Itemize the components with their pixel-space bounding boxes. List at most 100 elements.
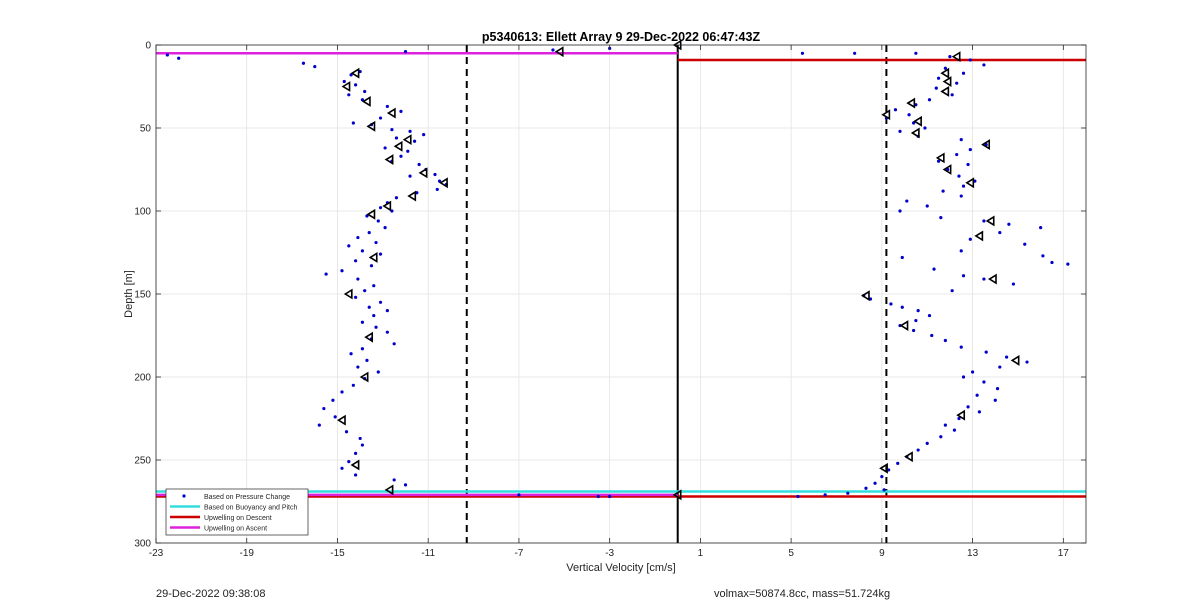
data-point (955, 152, 959, 157)
data-point (378, 300, 383, 304)
y-tick-label: 100 (134, 207, 151, 218)
data-point (927, 98, 932, 102)
data-point (905, 199, 909, 203)
data-point (399, 109, 403, 113)
data-point (333, 415, 337, 419)
triangle-marker (913, 115, 922, 127)
data-point (934, 86, 938, 90)
triangle-marker (393, 140, 403, 152)
y-tick-label: 150 (134, 290, 151, 301)
data-point (165, 53, 169, 57)
data-point (912, 121, 916, 125)
x-axis-label: Vertical Velocity [cm/s] (566, 562, 675, 574)
data-point (966, 405, 970, 409)
data-point (349, 352, 353, 356)
data-point (392, 342, 396, 346)
data-point (347, 93, 351, 97)
data-point (959, 249, 963, 253)
data-point (873, 481, 877, 485)
triangle-marker (879, 462, 888, 474)
x-tick-label: 9 (879, 548, 885, 559)
data-point (385, 330, 389, 334)
data-point (968, 58, 972, 62)
triangle-marker (366, 120, 376, 132)
data-point (433, 172, 437, 177)
triangle-marker (940, 86, 950, 97)
data-point (943, 66, 947, 70)
y-tick-label: 200 (134, 373, 151, 384)
data-point (394, 196, 399, 200)
x-tick-label: -23 (149, 548, 164, 559)
data-point (324, 272, 328, 276)
data-point (957, 416, 961, 421)
x-tick-label: -7 (514, 548, 523, 559)
data-point (930, 333, 934, 338)
data-point (363, 289, 367, 293)
data-point (385, 104, 389, 109)
data-point (313, 64, 317, 69)
data-point (351, 121, 355, 125)
triangle-marker (554, 46, 564, 58)
triangle-marker (439, 177, 448, 189)
triangle-marker (956, 409, 966, 421)
data-point (360, 249, 365, 253)
data-point (968, 237, 972, 241)
data-point (853, 51, 857, 55)
data-point (912, 328, 916, 333)
data-point (365, 214, 369, 218)
data-point (889, 302, 893, 306)
triangle-marker (418, 167, 428, 179)
y-axis-label: Depth [m] (123, 270, 135, 318)
data-point (417, 162, 421, 167)
data-point (970, 370, 975, 374)
legend-label: Based on Buoyancy and Pitch (204, 504, 298, 511)
data-point (1066, 262, 1070, 266)
triangle-marker (361, 96, 371, 107)
data-point (882, 488, 886, 492)
triangle-marker (974, 230, 984, 242)
triangle-marker (364, 331, 374, 343)
data-point (936, 76, 941, 80)
data-point (354, 295, 358, 299)
data-point (399, 154, 403, 158)
data-point (354, 451, 358, 455)
data-point (932, 267, 936, 271)
x-tick-label: 5 (788, 548, 794, 559)
data-point (354, 83, 358, 87)
data-point (961, 71, 966, 75)
triangle-marker (368, 252, 378, 263)
data-point (374, 240, 378, 245)
x-tick-label: -19 (240, 548, 255, 559)
data-point (916, 309, 920, 313)
x-tick-label: 1 (698, 548, 704, 559)
legend-label: Upwelling on Descent (204, 515, 272, 522)
data-point (1023, 242, 1027, 246)
legend-label: Based on Pressure Change (204, 494, 290, 501)
data-point (360, 98, 365, 102)
x-tick-label: -11 (421, 548, 435, 559)
data-point (367, 305, 371, 309)
data-point (1025, 360, 1029, 364)
data-point (340, 466, 344, 470)
data-point (975, 393, 979, 397)
data-point (907, 113, 911, 117)
data-point (367, 230, 371, 235)
data-point (383, 226, 387, 230)
data-point (376, 370, 380, 374)
triangle-marker (942, 164, 952, 175)
data-point (900, 255, 904, 260)
data-point (340, 269, 344, 273)
data-point (356, 277, 360, 281)
data-point (846, 491, 850, 495)
data-point (898, 129, 902, 133)
data-point (403, 483, 408, 487)
data-point (344, 430, 349, 434)
data-point (435, 187, 439, 192)
data-point (914, 318, 918, 323)
data-point (365, 358, 369, 362)
data-point (376, 219, 380, 223)
data-point (950, 289, 954, 293)
footer-parameters: volmax=50874.8cc, mass=51.724kg (714, 588, 891, 600)
data-point (995, 387, 1000, 391)
